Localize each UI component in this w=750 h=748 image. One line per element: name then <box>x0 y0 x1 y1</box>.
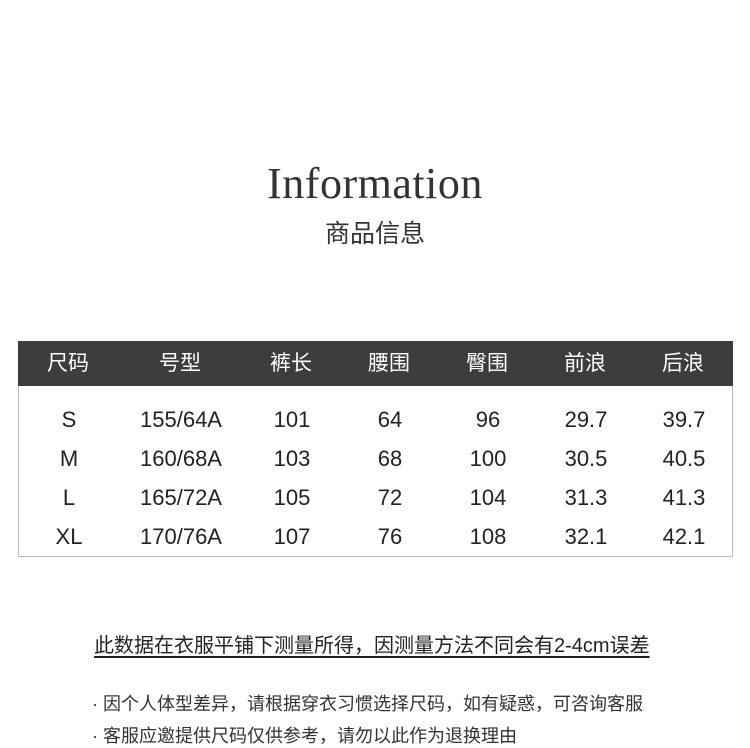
table-cell: 165/72A <box>140 485 222 510</box>
table-cell: 76 <box>377 524 403 549</box>
page-title: Information <box>267 159 483 208</box>
table-cell: 104 <box>469 485 507 510</box>
table-cell: S <box>61 407 77 432</box>
table-cell: 103 <box>273 446 311 471</box>
table-cell: 170/76A <box>140 524 222 549</box>
table-cell: 30.5 <box>564 446 608 471</box>
page-subtitle: 商品信息 <box>324 220 425 248</box>
table-cell: 155/64A <box>140 407 222 432</box>
table-cell: 68 <box>377 446 403 471</box>
table-cell: 42.1 <box>662 524 706 549</box>
column-header: 臀围 <box>466 352 508 375</box>
column-header: 号型 <box>159 352 201 375</box>
table-cell: 72 <box>377 485 403 510</box>
table-cell: 39.7 <box>662 407 706 432</box>
table-cell: 40.5 <box>662 446 706 471</box>
table-cell: 108 <box>469 524 507 549</box>
column-header: 裤长 <box>270 352 312 375</box>
column-header: 尺码 <box>47 352 89 375</box>
table-cell: 29.7 <box>564 407 608 432</box>
table-cell: 160/68A <box>140 446 222 471</box>
bullet-note: · 客服应邀提供尺码仅供参考，请勿以此作为退换理由 <box>92 726 517 746</box>
column-header: 腰围 <box>368 352 410 375</box>
table-cell: 107 <box>273 524 311 549</box>
table-cell: XL <box>55 524 83 549</box>
table-cell: 100 <box>469 446 507 471</box>
table-cell: 101 <box>273 407 311 432</box>
table-cell: 96 <box>475 407 501 432</box>
table-cell: 105 <box>273 485 311 510</box>
table-cell: M <box>59 446 79 471</box>
column-header: 后浪 <box>662 352 704 375</box>
table-cell: 41.3 <box>662 485 706 510</box>
column-header: 前浪 <box>564 352 606 375</box>
table-header: 尺码 号型 裤长 腰围 臀围 前浪 后浪 <box>18 341 733 386</box>
bullet-note: · 因个人体型差异，请根据穿衣习惯选择尺码，如有疑惑，可咨询客服 <box>92 694 643 714</box>
table-cell: 31.3 <box>564 485 608 510</box>
table-cell: L <box>62 485 76 510</box>
table-cell: 64 <box>377 407 403 432</box>
size-table: 尺码 号型 裤长 腰围 臀围 前浪 后浪 S 155/64A 101 64 96 29.7 39.7 M 1… <box>18 341 733 557</box>
table-cell: 32.1 <box>564 524 608 549</box>
measurement-note: 此数据在衣服平铺下测量所得，因测量方法不同会有2-4cm误差 <box>94 635 650 657</box>
